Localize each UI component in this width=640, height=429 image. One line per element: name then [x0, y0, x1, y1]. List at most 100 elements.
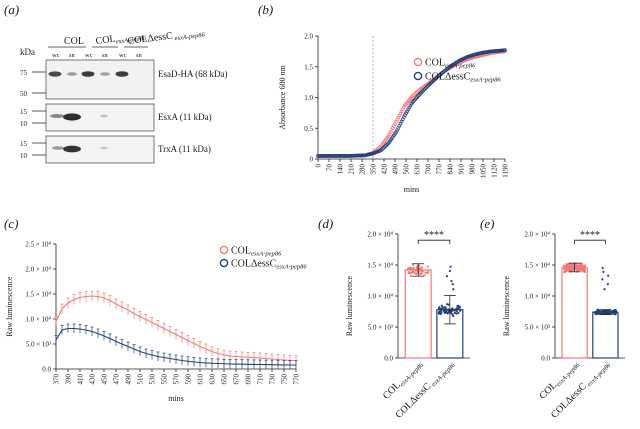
data-point	[598, 312, 601, 315]
data-point	[571, 265, 574, 268]
data-point	[575, 265, 578, 268]
lane-label-5: wc	[119, 52, 127, 59]
data-point	[602, 270, 605, 273]
lane-label-3: wc	[85, 52, 93, 59]
data-point	[451, 283, 454, 286]
y-tick-label: 0.0	[42, 366, 51, 374]
legend-col-marker	[413, 57, 423, 67]
legend-col-text: COLesxA-pep86	[425, 58, 476, 70]
data-point	[439, 309, 443, 312]
bar	[404, 269, 432, 359]
x-axis-title: mins	[168, 394, 184, 403]
blot-row-label-esad: EsaD-HA (68 kDa)	[158, 69, 227, 79]
data-point	[563, 264, 566, 268]
marker-75: 75	[20, 69, 28, 77]
chart-luminescence-time: 0.0 5.0 × 10³ 1.0 × 10⁴ 1.5 × 10⁴ 2.0 × 10⁴ 2…	[5, 241, 307, 404]
y-tick-label: 0.5	[304, 125, 313, 133]
band	[81, 71, 95, 77]
y-tick-label: 5.0 × 10³	[368, 324, 393, 332]
data-point	[457, 311, 460, 315]
data-point	[594, 311, 597, 315]
x-tick-label: 210	[348, 164, 356, 175]
marker-10b: 10	[20, 152, 28, 160]
data-point	[614, 311, 617, 314]
y-tick-label: 1.0 × 10⁴	[524, 293, 550, 301]
blot-row-esad	[45, 59, 155, 100]
y-axis-title: Raw luminescence	[5, 276, 14, 337]
x-tick-label: 980	[469, 164, 477, 175]
x-tick-label: 490	[392, 164, 400, 175]
y-tick-label: 1.0 × 10⁴	[25, 316, 51, 324]
data-point	[443, 306, 446, 309]
y-tick-label: 1.5 × 10⁴	[524, 262, 550, 270]
panel-label-d: (d)	[318, 216, 333, 231]
x-tick-label: 610	[197, 374, 205, 385]
y-axis-title: Absorbance 600 nm	[278, 65, 287, 130]
x-tick-label: 370	[53, 374, 61, 385]
data-point	[449, 265, 452, 268]
data-point	[576, 264, 580, 267]
x-tick-label: 750	[281, 374, 289, 385]
data-point	[568, 266, 571, 270]
significance-label: ****	[424, 230, 444, 241]
x-tick-label: 430	[89, 374, 97, 385]
data-point	[448, 269, 451, 273]
x-tick-label: 350	[370, 164, 378, 175]
x-tick-label: 1120	[491, 164, 499, 178]
x-axis-title: mins	[404, 185, 420, 194]
x-tick-label: 1050	[480, 164, 488, 179]
data-point	[610, 310, 614, 313]
data-point	[607, 310, 611, 313]
data-point	[412, 267, 415, 270]
data-point	[406, 107, 411, 112]
x-tick-label: 140	[337, 164, 345, 175]
x-tick-label: 470	[113, 374, 121, 385]
x-tick-label: 560	[403, 164, 411, 175]
marker-10a: 10	[20, 120, 28, 128]
data-point	[575, 267, 578, 270]
data-point	[459, 306, 462, 309]
data-point	[607, 274, 610, 277]
band	[100, 146, 108, 150]
legend-mutant-marker	[219, 258, 229, 268]
data-point	[447, 303, 450, 306]
data-point	[562, 270, 566, 274]
y-axis-title: Raw luminescence	[345, 275, 354, 336]
x-tick-label: 70	[326, 164, 334, 172]
x-tick-label: 510	[137, 374, 145, 385]
y-tick-label: 1.5 × 10⁴	[367, 262, 393, 270]
y-tick-label: 2.0 × 10⁴	[25, 266, 51, 274]
band	[63, 113, 81, 121]
data-point	[414, 272, 418, 275]
data-point	[453, 311, 456, 314]
panel-label-e: (e)	[480, 216, 494, 231]
chart-growth-curve: 00.51.01.52.00 70 140 210 280 350 420 490 560 630…	[278, 33, 510, 195]
data-point	[420, 271, 423, 274]
data-point	[443, 310, 446, 313]
y-tick-label: 1.5	[304, 63, 313, 71]
data-point	[567, 263, 570, 266]
data-point	[416, 268, 419, 271]
legend-mutant-text: COLΔessCesxA-pep86	[425, 72, 501, 84]
panel-label-a: (a)	[4, 2, 19, 17]
data-point	[411, 269, 415, 272]
band	[52, 146, 64, 150]
data-point	[418, 264, 421, 267]
data-point	[440, 307, 443, 311]
x-tick-label: 770	[436, 164, 444, 175]
x-tick-label: 390	[65, 374, 73, 385]
x-tick-label: 0	[315, 164, 323, 168]
legend-col-marker	[219, 245, 229, 255]
x-tick-label: 410	[77, 374, 85, 385]
x-tick-label: 910	[458, 164, 466, 175]
data-point	[450, 279, 453, 283]
band	[50, 114, 64, 118]
marker-15a: 15	[20, 108, 28, 116]
band	[100, 114, 108, 118]
blot-group-col-pep86: COLesxA-pep86	[95, 30, 147, 48]
data-point	[563, 268, 566, 271]
x-tick-label: 700	[425, 164, 433, 175]
data-point	[412, 263, 415, 267]
data-point	[425, 271, 428, 275]
